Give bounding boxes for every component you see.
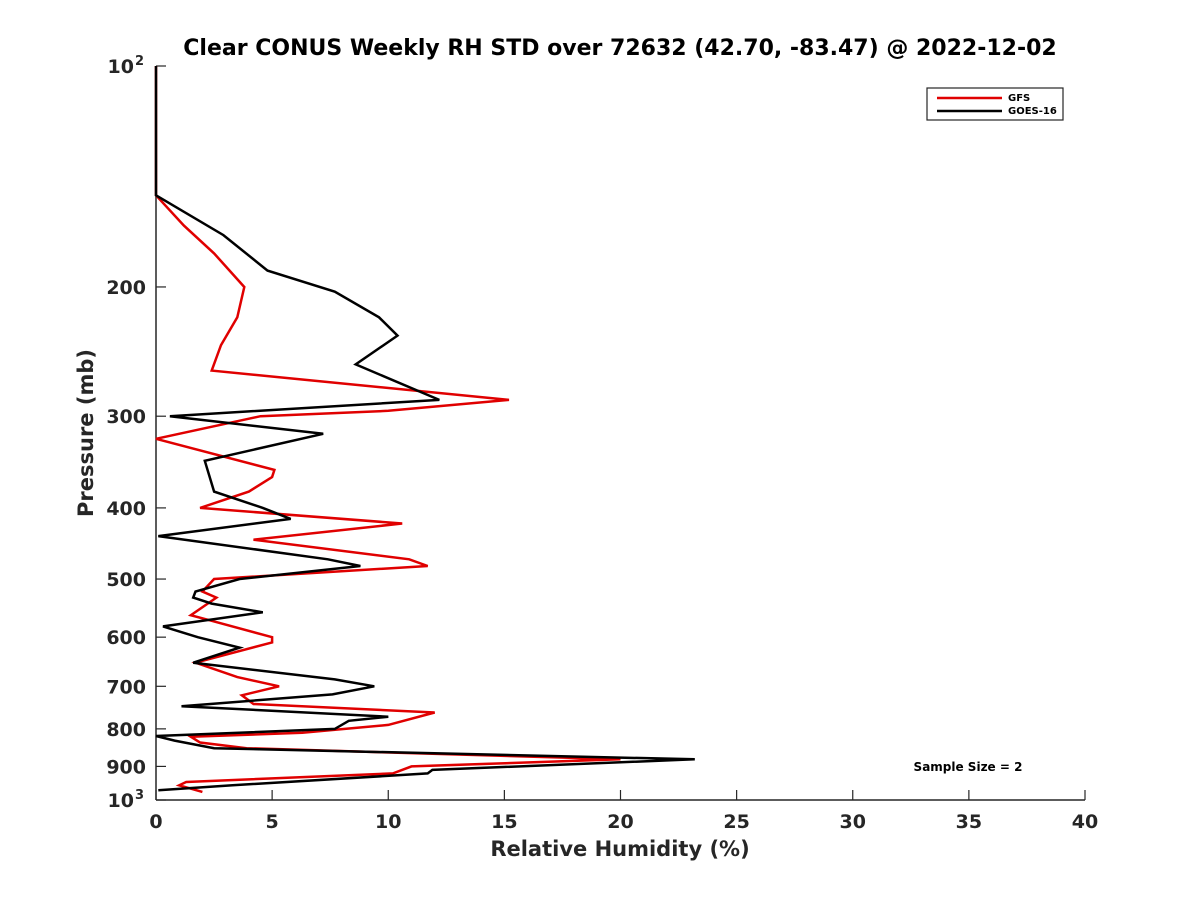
x-tick-label: 40: [1072, 811, 1098, 833]
x-tick-label: 15: [491, 811, 517, 833]
y-tick-label: 400: [106, 498, 146, 520]
x-tick-label: 0: [149, 811, 162, 833]
y-tick-label: 800: [106, 719, 146, 741]
y-tick-label: 600: [106, 627, 146, 649]
y-tick-label: 200: [106, 277, 146, 299]
chart-title: Clear CONUS Weekly RH STD over 72632 (42…: [183, 36, 1056, 61]
y-tick-label: 10: [108, 56, 134, 78]
x-tick-label: 25: [723, 811, 749, 833]
x-tick-label: 10: [375, 811, 401, 833]
y-tick-label: 700: [106, 676, 146, 698]
legend: GFS GOES-16: [926, 87, 1064, 121]
y-tick-label: 500: [106, 569, 146, 591]
series-line-goes16: [154, 66, 695, 792]
sample-size-annotation: Sample Size = 2: [914, 760, 1023, 774]
legend-label-gfs: GFS: [1008, 93, 1030, 104]
series-line-gfs: [154, 66, 621, 794]
y-tick-label: 300: [106, 406, 146, 428]
y-tick-exponent: 3: [135, 788, 144, 803]
y-tick-exponent: 2: [135, 54, 144, 69]
legend-label-goes16: GOES-16: [1008, 106, 1057, 117]
x-axis-label: Relative Humidity (%): [490, 837, 749, 861]
x-tick-label: 5: [266, 811, 279, 833]
x-ticks: 0 5 10 15 20 25 30 35 40: [149, 790, 1098, 833]
x-tick-label: 20: [607, 811, 633, 833]
x-tick-label: 35: [956, 811, 982, 833]
legend-box: [926, 87, 1064, 121]
plot-area: 0 5 10 15 20 25 30 35 40 10 220030040050060070080…: [106, 54, 1098, 833]
x-tick-label: 30: [840, 811, 866, 833]
y-tick-label: 10: [108, 790, 134, 812]
series-layer: [154, 66, 695, 794]
y-axis-label: Pressure (mb): [74, 349, 98, 517]
y-tick-label: 900: [106, 756, 146, 778]
